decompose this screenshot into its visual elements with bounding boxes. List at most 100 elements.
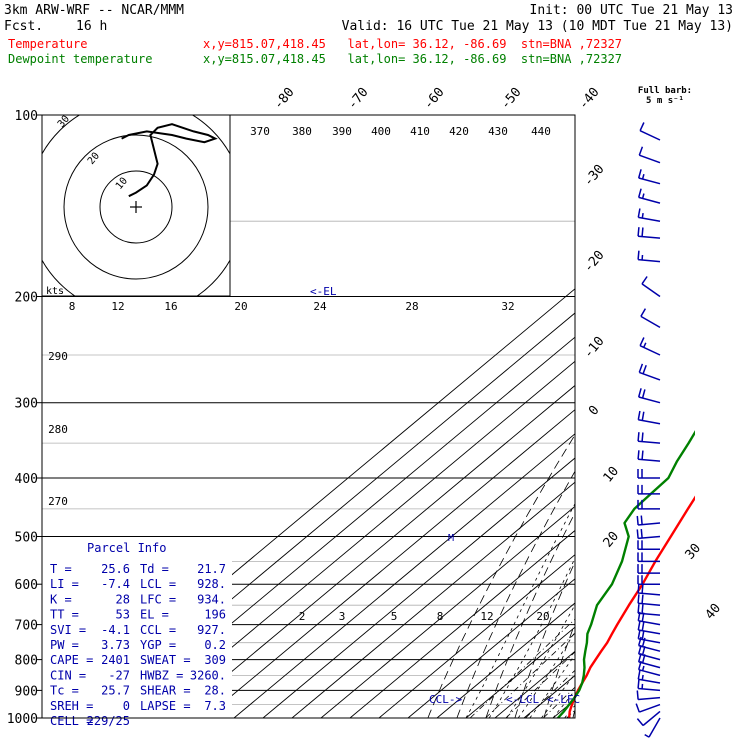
isotherm-line xyxy=(407,578,575,718)
wind-barb xyxy=(637,540,660,551)
theta-label: 400 xyxy=(371,125,391,138)
isotherm-line xyxy=(320,505,575,718)
theta-labels: 370 380 390 400 410 420 430 440 290 280 270 xyxy=(48,125,551,508)
isotherm-line xyxy=(436,602,575,718)
moist-adiabat xyxy=(588,297,740,719)
moist-adiabat xyxy=(552,689,575,718)
parcel-field-label: SVI = xyxy=(50,623,86,637)
wind-barb xyxy=(637,645,661,661)
dewpoint-series-name: Dewpoint temperature xyxy=(8,52,153,66)
init-time: Init: 00 UTC Tue 21 May 13 xyxy=(530,3,734,18)
isotherm-line xyxy=(611,115,740,718)
parcel-field-label: TT = xyxy=(50,608,79,622)
dry-adiabat xyxy=(718,115,740,718)
moist-adiabat xyxy=(599,297,740,719)
wind-barbs xyxy=(635,122,661,738)
mixing-ratio-label: 2 xyxy=(299,610,306,623)
pressure-label: 700 xyxy=(15,619,38,634)
sounding-profiles xyxy=(557,430,695,718)
wind-barb xyxy=(637,620,661,635)
pressure-label: 400 xyxy=(15,472,38,487)
moist-adiabat xyxy=(488,557,575,718)
isotherm-label: 40 xyxy=(703,601,725,623)
isotherm-line xyxy=(291,481,575,718)
theta-label: 440 xyxy=(531,125,551,138)
theta-label: 410 xyxy=(410,125,430,138)
plot-frame xyxy=(41,114,576,719)
parcel-info-title: Parcel Info xyxy=(87,541,166,555)
wind-barb xyxy=(638,146,661,164)
parcel-field-label: SREH = xyxy=(50,699,93,713)
mixing-ratio-label: 32 xyxy=(501,300,514,313)
pressure-label: 200 xyxy=(15,291,38,306)
isotherm-label: -20 xyxy=(581,248,608,276)
theta-label: 290 xyxy=(48,350,68,363)
parcel-field-value: 3260. xyxy=(190,668,226,682)
parcel-field-value: 25.7 xyxy=(101,684,130,698)
theta-label: 380 xyxy=(292,125,312,138)
mixing-ratio-line xyxy=(566,709,575,718)
parcel-field-value: 196 xyxy=(204,608,226,622)
parcel-field-label: CIN = xyxy=(50,668,86,682)
pressure-label: 500 xyxy=(15,531,38,546)
temperature-series-name: Temperature xyxy=(8,37,87,51)
level-markers: <-EL CCL-> <-LCL <-LFC M xyxy=(310,285,580,706)
dry-adiabat xyxy=(602,115,740,718)
isotherm-label: -70 xyxy=(345,85,372,113)
parcel-field-value: 25.6 xyxy=(101,562,130,576)
wind-barb xyxy=(637,679,661,692)
isotherm-label: 30 xyxy=(683,541,705,563)
wind-barb xyxy=(639,337,661,356)
wind-barb xyxy=(637,484,660,495)
isotherm-line xyxy=(117,336,575,718)
dry-adiabat xyxy=(543,622,575,718)
theta-label: 270 xyxy=(48,495,68,508)
parcel-field-value: 21.7 xyxy=(197,562,226,576)
parcel-field-value: 28 xyxy=(116,592,130,606)
wind-barb xyxy=(637,583,661,596)
moist-adiabat xyxy=(465,502,575,718)
pressure-label: 600 xyxy=(15,578,38,593)
level-marker-label: <-LCL xyxy=(506,693,539,706)
parcel-field-label: Tc = xyxy=(50,684,79,698)
parcel-info-box: Parcel Info T = 25.6 Td = 21.7 LI = -7.4 LCL =… xyxy=(42,537,232,728)
isotherm-label: -10 xyxy=(581,334,608,362)
parcel-field-value: 928. xyxy=(197,577,226,591)
isotherm-label: -30 xyxy=(581,162,608,190)
forecast-hour: 16 h xyxy=(76,19,107,34)
mixing-ratio-label: 12 xyxy=(111,300,124,313)
parcel-field-value: 0.2 xyxy=(204,638,226,652)
parcel-field-value: 934. xyxy=(197,592,226,606)
mixing-ratio-label: 8 xyxy=(69,300,76,313)
pressure-label: 800 xyxy=(15,654,38,669)
pressure-label: 300 xyxy=(15,397,38,412)
level-marker-label: CCL-> xyxy=(429,693,462,706)
dry-adiabat xyxy=(456,470,575,718)
parcel-field-value: 229/25 xyxy=(87,714,130,728)
el-marker: <-EL xyxy=(310,285,337,298)
wind-barb xyxy=(637,469,660,479)
theta-label: 280 xyxy=(48,423,68,436)
wind-barb xyxy=(635,703,661,713)
parcel-field-value: 927. xyxy=(197,623,226,637)
parcel-field-label: EL = xyxy=(140,608,169,622)
parcel-field-label: YGP = xyxy=(140,638,176,652)
forecast-label: Fcst. xyxy=(4,19,43,34)
wind-barb xyxy=(637,499,660,510)
parcel-field-label: K = xyxy=(50,592,72,606)
parcel-field-label: SHEAR = xyxy=(140,684,191,698)
moist-adiabat xyxy=(576,297,740,719)
isotherm-line xyxy=(494,650,575,718)
parcel-field-label: LAPSE = xyxy=(140,699,191,713)
mixing-ratio-label: 8 xyxy=(437,610,444,623)
mixing-ratio-labels: 8 12 16 20 24 28 32 2 3 5 8 12 20 xyxy=(69,300,550,623)
isotherm-line xyxy=(378,554,575,718)
model-title: 3km ARW-WRF -- NCAR/MMM xyxy=(4,3,184,18)
pressure-label: 100 xyxy=(15,109,38,124)
wind-barb xyxy=(637,169,661,185)
wind-barb xyxy=(637,227,661,239)
hodograph-kts-label: kts xyxy=(46,286,64,297)
wind-barb xyxy=(637,604,661,616)
isotherm-line xyxy=(582,115,740,718)
